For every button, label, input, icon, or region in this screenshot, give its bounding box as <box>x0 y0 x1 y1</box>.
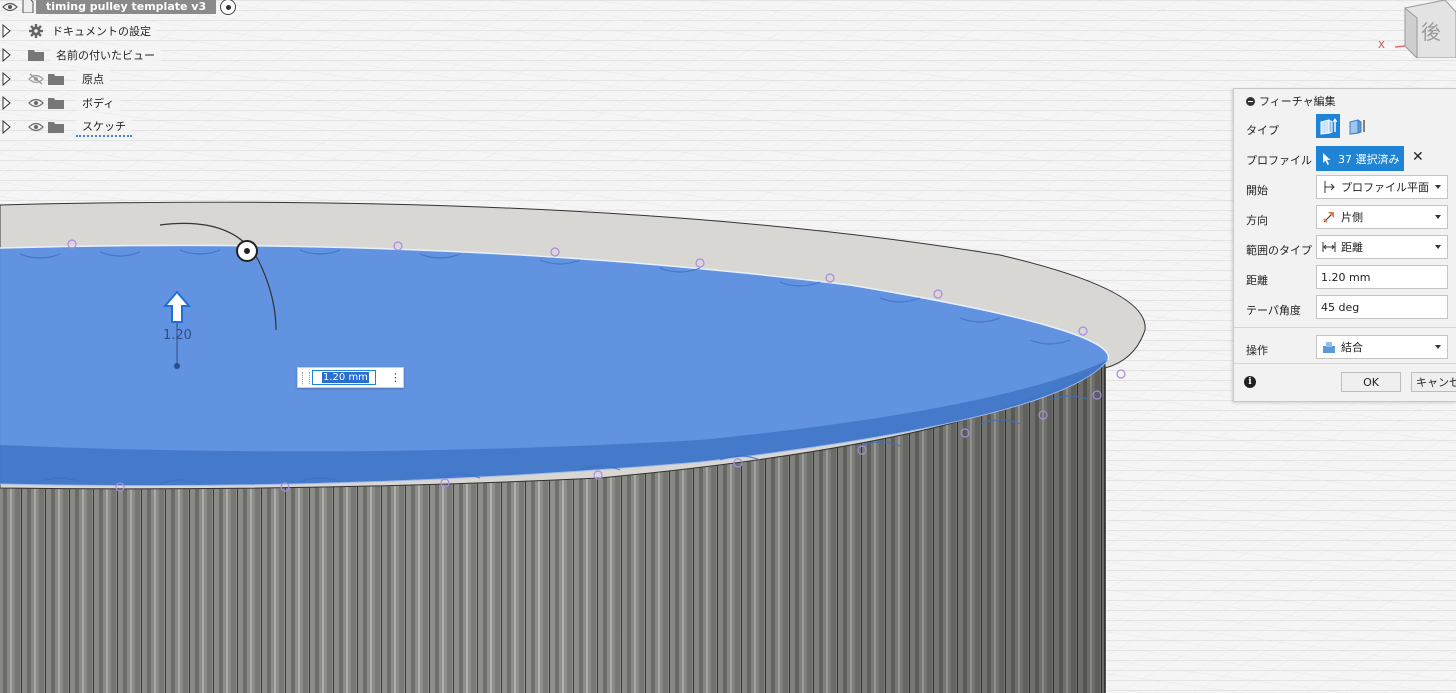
distance-label: 距離 <box>1246 274 1268 287</box>
type-thin-button[interactable] <box>1345 114 1369 138</box>
type-label: タイプ <box>1246 124 1279 137</box>
eye-hidden-icon[interactable] <box>26 71 46 87</box>
chevron-down-icon <box>1435 245 1441 249</box>
drag-grip-icon[interactable] <box>302 372 310 384</box>
dialog-title: フィーチャ編集 <box>1259 95 1336 108</box>
expand-triangle-icon[interactable] <box>0 20 18 42</box>
browser-item-sketches[interactable]: スケッチ <box>0 116 132 138</box>
expand-triangle-icon[interactable] <box>0 44 18 66</box>
browser-item-named-views[interactable]: 名前の付いたビュー <box>0 44 161 66</box>
expand-triangle-icon[interactable] <box>0 116 18 138</box>
taper-angle-label: テーパ角度 <box>1246 304 1301 317</box>
distance-dimension-label: 1.20 <box>163 328 192 343</box>
chevron-down-icon <box>1435 215 1441 219</box>
type-solid-button[interactable] <box>1316 114 1340 138</box>
browser-item-origin[interactable]: 原点 <box>0 68 110 90</box>
chevron-down-icon <box>1435 345 1441 349</box>
document-title: timing pulley template v3 <box>36 0 217 14</box>
cursor-arrow-icon <box>1323 152 1331 165</box>
extent-type-dropdown[interactable]: 距離 <box>1316 235 1448 259</box>
document-icon <box>20 0 34 17</box>
profile-selection-count: 37 選択済み <box>1338 152 1400 166</box>
start-label: 開始 <box>1246 184 1268 197</box>
extrude-solid-icon <box>1320 118 1337 135</box>
profile-select-button[interactable]: 37 選択済み <box>1316 146 1404 171</box>
view-cube[interactable]: X 後 <box>1378 0 1456 60</box>
folder-icon <box>26 47 46 63</box>
browser-item-label: 名前の付いたビュー <box>50 46 161 64</box>
dialog-header[interactable]: フィーチャ編集 <box>1246 94 1336 108</box>
feature-edit-dialog: フィーチャ編集 タイプ プロファイル 37 選択済み ✕ 開始 プロファイル平面… <box>1233 88 1456 402</box>
document-title-bar: timing pulley template v3 <box>0 0 237 17</box>
direction-dropdown[interactable]: 片側 <box>1316 205 1448 229</box>
extrude-thin-icon <box>1349 119 1365 135</box>
distance-value-box[interactable]: 1.20 mm ⋮ <box>297 367 404 388</box>
divider <box>1234 327 1456 328</box>
gear-icon <box>26 23 46 39</box>
ok-button[interactable]: OK <box>1341 372 1401 392</box>
folder-icon <box>46 119 66 135</box>
eye-icon[interactable] <box>26 119 46 135</box>
eye-icon[interactable] <box>26 95 46 111</box>
extent-type-label: 範囲のタイプ <box>1246 244 1312 257</box>
start-dropdown[interactable]: プロファイル平面 <box>1316 175 1448 199</box>
chevron-down-icon <box>1435 185 1441 189</box>
expand-triangle-icon[interactable] <box>0 92 18 114</box>
expand-triangle-icon[interactable] <box>0 68 18 90</box>
browser-item-label: 原点 <box>76 70 110 88</box>
browser-item-bodies[interactable]: ボディ <box>0 92 121 114</box>
x-axis-label: X <box>1378 40 1385 51</box>
taper-angle-handle[interactable] <box>236 240 258 262</box>
profile-plane-icon <box>1321 179 1337 195</box>
distance-inline-input[interactable]: 1.20 mm <box>312 370 376 385</box>
profile-label: プロファイル <box>1246 154 1312 167</box>
distance-input[interactable]: 1.20 mm <box>1316 265 1448 289</box>
activate-radio-icon[interactable] <box>220 0 237 15</box>
eye-icon[interactable] <box>0 0 20 15</box>
divider <box>1234 363 1456 364</box>
folder-icon <box>46 95 66 111</box>
clear-selection-icon[interactable]: ✕ <box>1412 149 1424 165</box>
browser-item-label: ボディ <box>76 94 121 112</box>
collapse-icon[interactable] <box>1246 96 1255 106</box>
join-icon <box>1321 339 1337 355</box>
more-options-icon[interactable]: ⋮ <box>390 371 401 384</box>
info-icon[interactable]: i <box>1244 376 1256 388</box>
browser-item-label: スケッチ <box>76 117 132 137</box>
distance-arrow-handle[interactable] <box>162 290 192 323</box>
browser-item-document-settings[interactable]: ドキュメントの設定 <box>0 20 157 42</box>
browser-item-label: ドキュメントの設定 <box>46 22 157 40</box>
cancel-button[interactable]: キャンセル <box>1411 372 1456 392</box>
folder-icon <box>46 71 66 87</box>
operation-label: 操作 <box>1246 344 1268 357</box>
view-cube-face[interactable]: 後 <box>1421 20 1441 44</box>
taper-angle-input[interactable]: 45 deg <box>1316 295 1448 319</box>
operation-dropdown[interactable]: 結合 <box>1316 335 1448 359</box>
direction-label: 方向 <box>1246 214 1268 227</box>
one-side-icon <box>1321 209 1337 225</box>
distance-icon <box>1321 239 1337 255</box>
